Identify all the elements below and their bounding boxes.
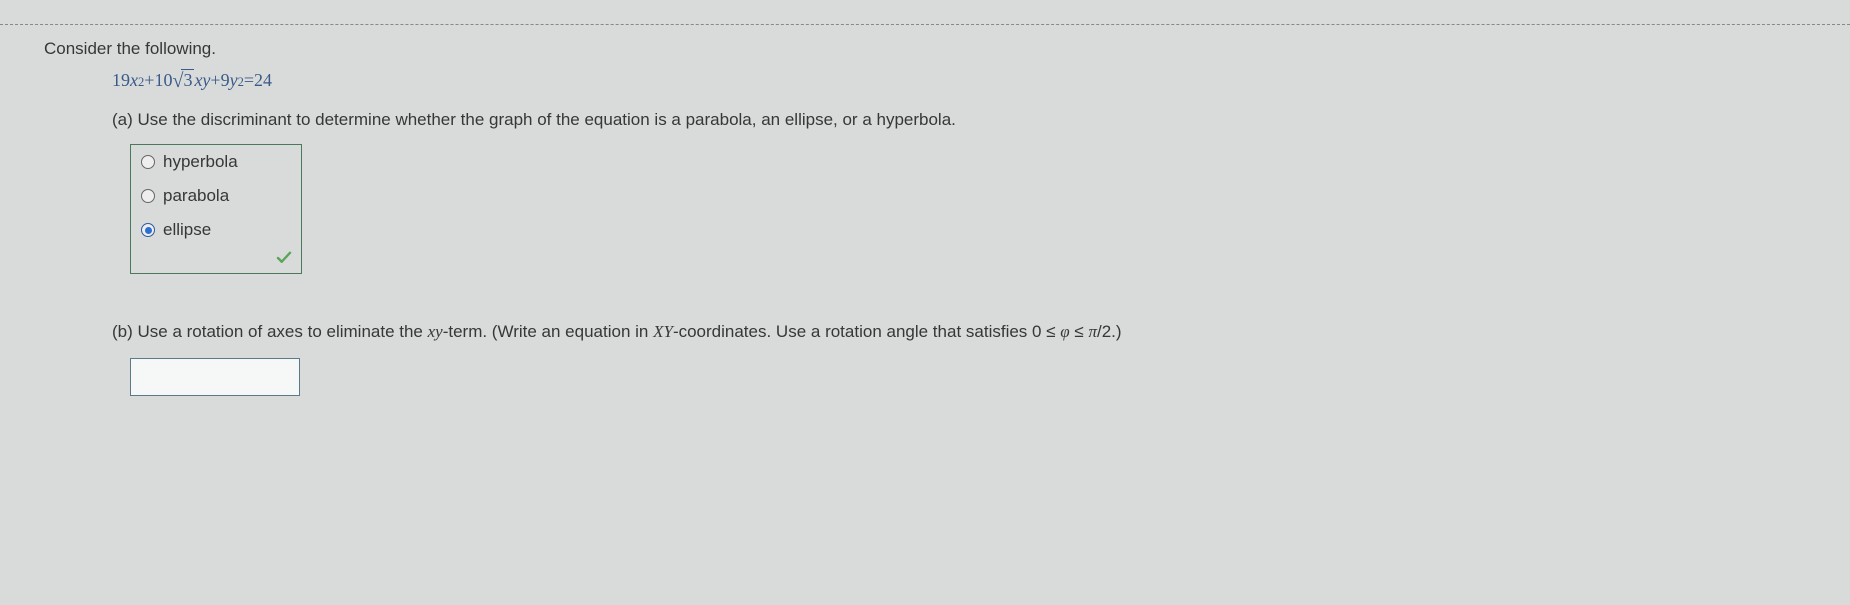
eq-var-x: x (130, 70, 138, 91)
sqrt-wrapper: √ 3 (172, 69, 194, 92)
eq-coef-xy: 10 (154, 70, 172, 91)
answer-input[interactable] (130, 358, 300, 396)
eq-var-y: y (230, 70, 238, 91)
part-b-prefix: (b) Use a rotation of axes to eliminate … (112, 322, 428, 341)
eq-plus-2: + (210, 70, 220, 91)
eq-rhs: 24 (254, 70, 272, 91)
choice-parabola[interactable]: parabola (131, 179, 301, 213)
choice-label: parabola (163, 186, 229, 206)
part-b: (b) Use a rotation of axes to eliminate … (112, 322, 1850, 396)
eq-equals: = (244, 70, 254, 91)
eq-coef-y2: 9 (221, 70, 230, 91)
XY-coords: XY (653, 322, 673, 341)
part-b-text: (b) Use a rotation of axes to eliminate … (112, 322, 1122, 341)
part-b-tail1: -coordinates. Use a rotation angle that … (673, 322, 1032, 341)
question-prompt: Consider the following. (44, 39, 1850, 59)
radio-icon (141, 155, 155, 169)
radio-icon (141, 189, 155, 203)
content-area: Consider the following. 19 x 2 + 10 √ 3 … (0, 25, 1850, 396)
choice-hyperbola[interactable]: hyperbola (131, 145, 301, 179)
part-a: (a) Use the discriminant to determine wh… (112, 110, 1850, 274)
radio-icon (141, 223, 155, 237)
xy-term: xy (428, 322, 443, 341)
question-page: Consider the following. 19 x 2 + 10 √ 3 … (0, 24, 1850, 605)
part-b-mid: -term. (Write an equation in (443, 322, 653, 341)
radical-icon: √ (172, 70, 183, 93)
pi-symbol: π (1088, 322, 1097, 341)
phi-symbol: φ (1060, 322, 1069, 341)
eq-coef-x2: 19 (112, 70, 130, 91)
ineq-l: 0 ≤ (1032, 322, 1060, 341)
checkmark-icon (275, 249, 293, 267)
eq-plus-1: + (144, 70, 154, 91)
eq-var-xy: xy (194, 70, 210, 91)
part-a-label: (a) Use the discriminant to determine wh… (112, 110, 1850, 130)
choice-label: ellipse (163, 220, 211, 240)
equation-display: 19 x 2 + 10 √ 3 xy + 9 y 2 = 24 (112, 69, 1850, 92)
ineq-r: ≤ (1070, 322, 1089, 341)
choice-ellipse[interactable]: ellipse (131, 213, 301, 247)
over2: /2.) (1097, 322, 1122, 341)
choice-label: hyperbola (163, 152, 238, 172)
choice-group: hyperbola parabola ellipse (130, 144, 302, 274)
